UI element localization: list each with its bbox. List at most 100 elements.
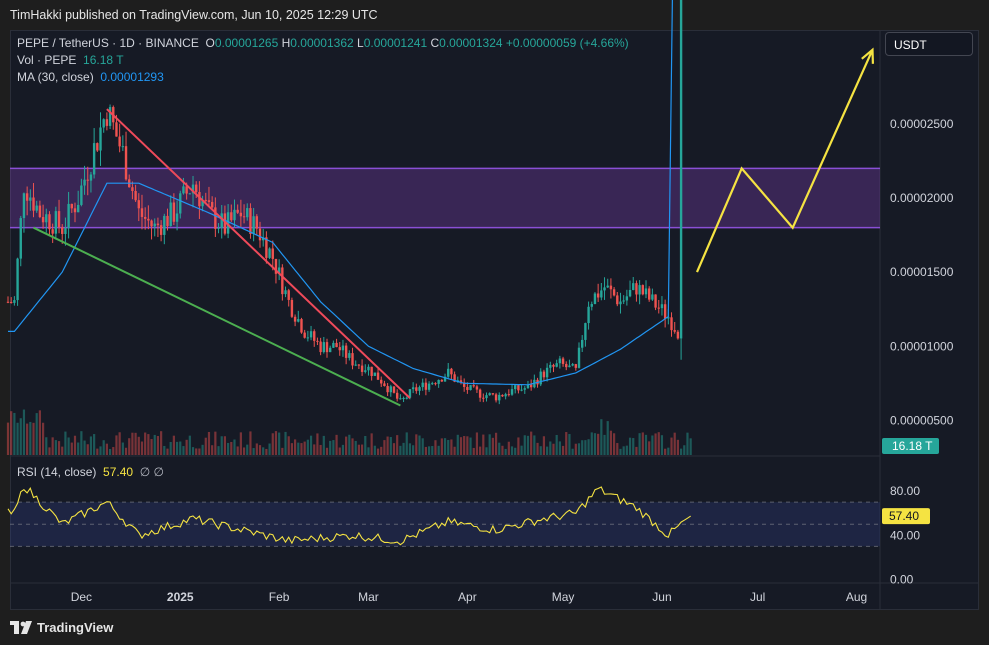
volume-bar <box>561 445 565 455</box>
candle-body <box>510 389 514 395</box>
volume-bar <box>412 445 415 455</box>
candle-body <box>92 143 96 175</box>
candle-body <box>482 397 485 399</box>
volume-bar <box>539 446 542 455</box>
candle-body <box>469 385 472 391</box>
currency-button[interactable]: USDT <box>885 32 973 56</box>
volume-bar <box>673 432 676 455</box>
candle-body <box>313 331 316 341</box>
ma-legend: MA (30, close) 0.00001293 <box>17 70 164 84</box>
candle-body <box>568 365 571 368</box>
volume-bar <box>300 443 303 455</box>
volume-bar <box>405 432 408 455</box>
candle-body <box>440 379 444 382</box>
chart-panel[interactable] <box>10 30 979 610</box>
volume-bar <box>281 447 284 455</box>
volume-bar <box>376 448 380 455</box>
candle-body <box>644 288 648 295</box>
volume-bar <box>322 435 325 455</box>
price-tick-label: 0.00000500 <box>890 413 954 427</box>
candle-body <box>364 370 367 372</box>
volume-bar <box>204 437 207 455</box>
ma-label[interactable]: MA (30, close) <box>17 70 94 84</box>
candle-body <box>676 331 680 339</box>
volume-bar <box>421 438 424 455</box>
rsi-line <box>7 486 692 546</box>
volume-bar <box>670 437 673 455</box>
candle-body <box>600 290 603 298</box>
candle-body <box>405 397 408 399</box>
candle-body <box>647 288 651 300</box>
candle-body <box>57 211 61 228</box>
candle-body <box>584 323 587 340</box>
candle-body <box>612 289 616 296</box>
candle-body <box>574 364 578 368</box>
volume-bar <box>131 432 134 455</box>
volume-bar <box>35 413 38 455</box>
candle-body <box>83 179 86 186</box>
tradingview-logo-icon <box>10 621 32 634</box>
volume-bar <box>249 431 252 455</box>
resistance-zone[interactable] <box>10 167 880 229</box>
volume-bar <box>370 433 373 455</box>
tradingview-logo[interactable]: TradingView <box>10 620 113 635</box>
volume-bar <box>274 431 278 455</box>
time-axis[interactable]: Dec 2025 Feb Mar Apr May Jun Jul Aug <box>71 590 868 604</box>
candle-body <box>172 202 176 222</box>
tradingview-brand: TradingView <box>37 620 114 635</box>
rsi-axis[interactable]: 80.00 40.00 0.00 57.40 <box>882 484 930 586</box>
symbol-label[interactable]: PEPE / TetherUS · 1D · BINANCE <box>17 36 199 50</box>
volume-bar <box>54 440 57 455</box>
candle-body <box>549 364 552 368</box>
candle-body <box>223 213 227 234</box>
volume-bar <box>188 435 191 455</box>
candle-body <box>96 143 99 151</box>
volume-bar <box>418 435 421 455</box>
trend-drawings[interactable] <box>33 47 874 407</box>
volume-bar <box>172 435 175 455</box>
volume-bar <box>329 440 332 455</box>
candle-body <box>38 205 42 218</box>
candle-body <box>485 395 488 399</box>
ohlc-legend: PEPE / TetherUS · 1D · BINANCE O0.000012… <box>17 36 629 50</box>
candle-body <box>670 317 673 331</box>
candle-body <box>376 372 380 380</box>
rsi-label[interactable]: RSI (14, close) <box>17 465 97 479</box>
volume-bar <box>367 447 370 455</box>
candle-body <box>373 372 377 376</box>
candle-body <box>561 358 565 364</box>
volume-label[interactable]: Vol · PEPE <box>17 53 77 67</box>
candle-body <box>370 366 373 376</box>
support-trendline <box>33 226 401 407</box>
candle-body <box>252 216 255 234</box>
candle-body <box>494 394 498 401</box>
volume-bar <box>386 436 389 455</box>
candle-body <box>638 285 641 295</box>
price-axis[interactable]: 0.000030000.000025000.000020000.00001500… <box>882 0 967 454</box>
volume-bar <box>150 439 153 455</box>
candle-body <box>150 220 153 227</box>
volume-bar <box>459 437 463 455</box>
candle-body <box>526 384 530 389</box>
candle-body <box>545 367 549 378</box>
candle-body <box>105 119 109 126</box>
volume-bar <box>239 432 242 455</box>
volume-bar <box>217 446 220 455</box>
volume-bar <box>619 448 622 455</box>
volume-legend: Vol · PEPE 16.18 T <box>17 53 124 67</box>
time-tick-label: Apr <box>458 590 477 604</box>
volume-value: 16.18 T <box>83 53 124 67</box>
candle-body <box>242 216 246 218</box>
candle-body <box>262 237 265 241</box>
projection-arrowhead <box>861 47 874 64</box>
volume-bar <box>227 442 230 455</box>
candle-body <box>201 199 204 207</box>
volume-bar <box>230 441 233 455</box>
rsi-tick-label: 0.00 <box>890 572 914 586</box>
candle-body <box>322 342 326 353</box>
candle-body <box>475 386 479 390</box>
volume-bar <box>325 447 329 455</box>
candle-body <box>498 394 501 401</box>
volume-bar <box>185 439 188 455</box>
